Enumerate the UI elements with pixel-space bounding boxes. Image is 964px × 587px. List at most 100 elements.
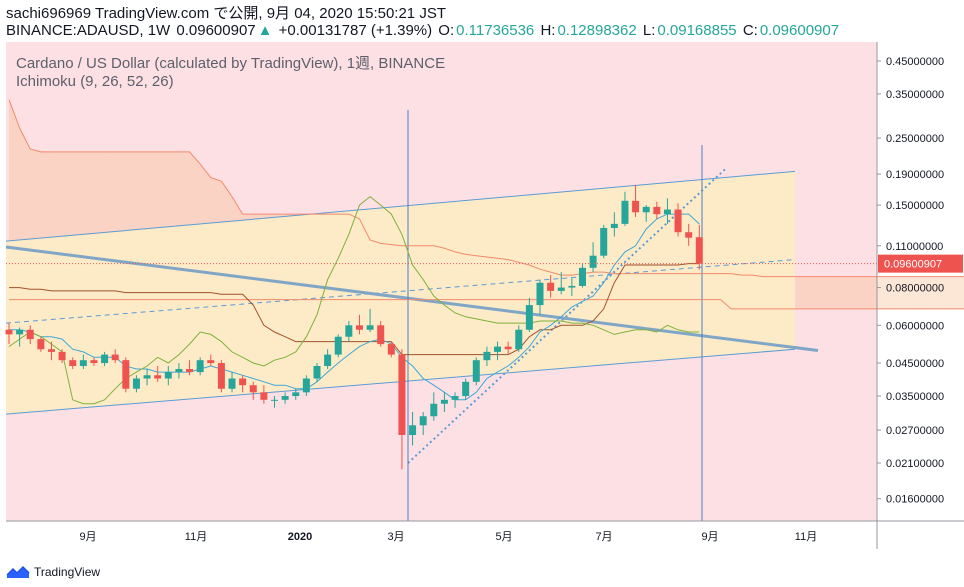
kumo-segment bbox=[858, 276, 870, 309]
indicator-label: Ichimoku (9, 26, 52, 26) bbox=[16, 73, 174, 90]
channel-top-line bbox=[5, 170, 796, 242]
price-tick-label: 0.45000000 bbox=[886, 56, 944, 68]
candle-body bbox=[47, 349, 55, 352]
publish-line: sachi696969 TradingView.com で公開, 9月 04, … bbox=[6, 5, 446, 22]
kumo-segment bbox=[816, 276, 827, 309]
candle-body bbox=[642, 206, 650, 213]
price-tick-label: 0.02100000 bbox=[886, 458, 944, 470]
candle-body bbox=[462, 381, 470, 397]
candle-body bbox=[228, 378, 236, 389]
candle-body bbox=[186, 369, 194, 373]
price-tick-label: 0.15000000 bbox=[886, 200, 944, 212]
candle-body bbox=[26, 329, 34, 340]
time-tick-label: 7月 bbox=[595, 531, 612, 543]
open-label: O: bbox=[438, 22, 455, 39]
candle-body bbox=[16, 329, 24, 335]
candle-body bbox=[366, 325, 374, 330]
candle-body bbox=[122, 360, 130, 389]
close-label: C: bbox=[742, 22, 758, 39]
brand-label: TradingView bbox=[34, 565, 101, 579]
channel-midline bbox=[5, 259, 796, 324]
kumo-segment bbox=[901, 276, 912, 309]
candle-body bbox=[69, 360, 77, 366]
low-value: 0.09168855 bbox=[657, 22, 737, 39]
price-tick-label: 0.06000000 bbox=[886, 320, 944, 332]
candle-body bbox=[217, 363, 225, 389]
dotted-trendline bbox=[407, 168, 726, 464]
candle-body bbox=[90, 360, 98, 364]
kumo-segment bbox=[794, 276, 806, 309]
price-tick-label: 0.04500000 bbox=[886, 358, 944, 370]
candle-body bbox=[695, 237, 703, 264]
high-value: 0.12898362 bbox=[557, 22, 637, 39]
time-tick-label: 2020 bbox=[288, 531, 312, 543]
time-tick-label: 11月 bbox=[795, 531, 817, 543]
current-price-badge bbox=[878, 254, 963, 273]
symbol-title: Cardano / US Dollar (calculated by Tradi… bbox=[16, 55, 446, 72]
time-tick-label: 9月 bbox=[79, 531, 96, 543]
footer: TradingView bbox=[6, 565, 100, 579]
candle-body bbox=[547, 282, 555, 291]
current-price-label: 0.09600907 bbox=[884, 259, 942, 271]
price-tick-label: 0.11000000 bbox=[886, 241, 943, 253]
kijun-line bbox=[9, 263, 700, 356]
price-tick-label: 0.35000000 bbox=[886, 89, 944, 101]
kumo-segment bbox=[943, 276, 955, 309]
candle-body bbox=[271, 399, 278, 401]
high-label: H: bbox=[540, 22, 556, 39]
span-b-line bbox=[9, 299, 964, 310]
candle-body bbox=[377, 325, 385, 345]
time-tick-label: 11月 bbox=[185, 531, 207, 543]
candle-body bbox=[674, 209, 682, 233]
kumo-segment bbox=[826, 276, 838, 309]
symbol-label: BINANCE:ADAUSD, 1W bbox=[6, 22, 171, 39]
candle-body bbox=[164, 372, 172, 379]
candle-body bbox=[334, 336, 342, 355]
kumo-segment bbox=[879, 276, 891, 309]
candle-body bbox=[175, 369, 183, 373]
candle-body bbox=[5, 329, 13, 335]
kumo-segment bbox=[954, 276, 964, 309]
downtrend-line bbox=[5, 245, 819, 353]
candle-body bbox=[398, 354, 406, 436]
candle-body bbox=[504, 346, 512, 350]
candle-body bbox=[239, 378, 247, 386]
kumo-segment bbox=[890, 276, 902, 309]
candle-body bbox=[578, 267, 586, 286]
candle-body bbox=[409, 425, 417, 436]
time-tick-label: 5月 bbox=[495, 531, 512, 543]
kumo-segment bbox=[847, 276, 859, 309]
candle-body bbox=[79, 360, 87, 366]
candle-body bbox=[536, 282, 544, 306]
span-a-line bbox=[8, 99, 964, 278]
candle-body bbox=[589, 255, 597, 268]
candle-body bbox=[632, 200, 640, 213]
kumo-segment bbox=[869, 276, 880, 309]
time-tick-label: 3月 bbox=[387, 531, 404, 543]
tradingview-logo-icon bbox=[6, 565, 30, 578]
price-tick-label: 0.02700000 bbox=[886, 425, 944, 437]
price-change: +0.00131787 (+1.39%) bbox=[278, 22, 433, 39]
candle-body bbox=[472, 360, 480, 382]
price-tick-label: 0.08000000 bbox=[886, 283, 944, 295]
kumo-segment bbox=[932, 276, 944, 309]
candle-body bbox=[610, 223, 618, 228]
candle-body bbox=[494, 346, 502, 352]
time-tick-label: 9月 bbox=[701, 531, 718, 543]
price-tick-label: 0.25000000 bbox=[886, 133, 944, 145]
candle-body bbox=[313, 365, 321, 379]
candle-body bbox=[207, 360, 215, 364]
chart-header: sachi696969 TradingView.com で公開, 9月 04, … bbox=[6, 5, 841, 39]
candle-body bbox=[111, 354, 119, 361]
kumo-segment bbox=[922, 276, 933, 309]
candle-body bbox=[621, 200, 629, 224]
candle-body bbox=[302, 378, 310, 393]
candle-body bbox=[324, 354, 332, 366]
candle-body bbox=[387, 344, 395, 355]
kumo-segment bbox=[837, 276, 848, 309]
candle-body bbox=[249, 385, 257, 393]
candle-body bbox=[58, 351, 66, 361]
low-label: L: bbox=[642, 22, 656, 39]
price-tick-label: 0.01600000 bbox=[886, 494, 944, 506]
